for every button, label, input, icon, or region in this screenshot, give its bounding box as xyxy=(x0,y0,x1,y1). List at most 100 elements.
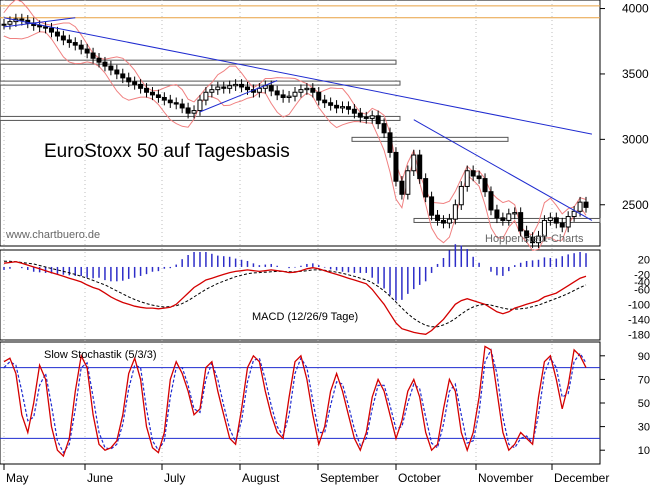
price-tick-label: 4000 xyxy=(622,2,649,16)
price-candle xyxy=(227,85,233,89)
macd-tick-label: -180 xyxy=(628,329,650,341)
month-label: August xyxy=(242,471,280,485)
price-candle xyxy=(215,86,221,91)
macd-series xyxy=(3,244,587,335)
price-candle xyxy=(7,21,13,25)
price-candle xyxy=(256,87,262,93)
price-candle xyxy=(369,115,375,119)
price-candle xyxy=(393,151,399,182)
price-candle xyxy=(37,25,43,28)
macd-panel xyxy=(0,249,601,341)
source-label: Hoppenstedt-Charts xyxy=(485,233,584,245)
price-candle xyxy=(530,236,536,244)
price-candle xyxy=(203,91,209,101)
price-candle xyxy=(54,31,60,37)
price-candle xyxy=(132,81,138,85)
price-candle xyxy=(381,123,387,134)
price-candle xyxy=(429,196,435,216)
price-candle xyxy=(405,170,411,195)
price-candle xyxy=(446,218,452,224)
price-candle xyxy=(541,219,547,237)
trendline xyxy=(413,119,593,221)
price-candle xyxy=(399,180,405,195)
price-candle xyxy=(167,99,173,104)
price-candle xyxy=(417,154,423,180)
macd-tick-label: -140 xyxy=(628,314,650,326)
price-candle xyxy=(506,213,512,221)
price-candle xyxy=(120,73,126,79)
price-candle xyxy=(565,216,571,228)
support-zone xyxy=(0,80,401,86)
price-candle xyxy=(114,69,120,75)
price-candle xyxy=(268,85,274,92)
support-zone xyxy=(0,115,401,121)
watermark: www.chartbuero.de xyxy=(5,229,100,241)
price-candle xyxy=(60,35,66,41)
lower-envelope xyxy=(3,31,587,252)
macd-line xyxy=(3,261,587,335)
month-label: November xyxy=(478,471,533,485)
price-tick-label: 3500 xyxy=(622,67,649,81)
x-tick-labels: May June July August September October Novembe… xyxy=(3,464,609,485)
price-candle xyxy=(518,212,524,232)
trendline xyxy=(3,17,593,135)
price-candle xyxy=(334,104,340,109)
price-candle xyxy=(274,90,280,96)
price-candle xyxy=(197,99,203,112)
price-candle xyxy=(286,95,292,98)
price-candle xyxy=(43,26,49,29)
trendline xyxy=(3,17,76,28)
price-panel xyxy=(0,0,601,247)
month-label: July xyxy=(164,471,185,485)
price-candle xyxy=(322,99,328,104)
price-candle xyxy=(280,94,286,98)
stochastic-series xyxy=(0,345,600,458)
price-candle xyxy=(452,204,458,220)
price-candle xyxy=(298,89,304,93)
price-candle xyxy=(440,219,446,224)
price-candle xyxy=(435,214,441,221)
stochastic-tick-label: 70 xyxy=(638,374,650,386)
price-candle xyxy=(108,65,114,71)
price-candle xyxy=(340,106,346,109)
price-candle xyxy=(49,27,55,33)
trendline xyxy=(199,80,278,113)
price-candle xyxy=(304,87,310,91)
macd-tick-label: 20 xyxy=(638,254,650,266)
horizontal-levels xyxy=(0,5,601,223)
price-candle xyxy=(126,77,132,83)
macd-tick-label: -60 xyxy=(634,284,650,296)
price-candle xyxy=(345,106,351,110)
macd-tick-label: -100 xyxy=(628,299,650,311)
price-candle xyxy=(363,116,369,119)
price-candle xyxy=(387,132,393,153)
month-label: September xyxy=(320,471,379,485)
price-candle xyxy=(90,52,96,59)
price-candle xyxy=(144,87,150,93)
price-candle xyxy=(512,212,518,215)
price-candle xyxy=(559,222,565,228)
price-candle xyxy=(221,86,227,89)
price-candle xyxy=(553,217,559,224)
price-candle xyxy=(524,230,530,238)
stochastic-panel xyxy=(0,341,601,465)
price-candle xyxy=(161,96,167,101)
month-label: May xyxy=(6,471,29,485)
price-candle xyxy=(357,112,363,118)
price-candle xyxy=(547,217,553,221)
price-candle xyxy=(72,42,78,46)
stochastic-k-line xyxy=(3,345,587,458)
month-grid xyxy=(3,0,553,464)
price-candle xyxy=(577,201,583,212)
price-tick-label: 3000 xyxy=(622,132,649,146)
price-candle xyxy=(464,170,470,187)
price-candle xyxy=(185,107,191,114)
month-label: December xyxy=(554,471,609,485)
price-candle xyxy=(84,48,90,54)
price-candle xyxy=(66,39,72,44)
price-candle xyxy=(19,18,25,21)
stochastic-title: Slow Stochastik (5/3/3) xyxy=(44,349,157,361)
month-label: October xyxy=(398,471,441,485)
price-candle xyxy=(149,91,155,96)
